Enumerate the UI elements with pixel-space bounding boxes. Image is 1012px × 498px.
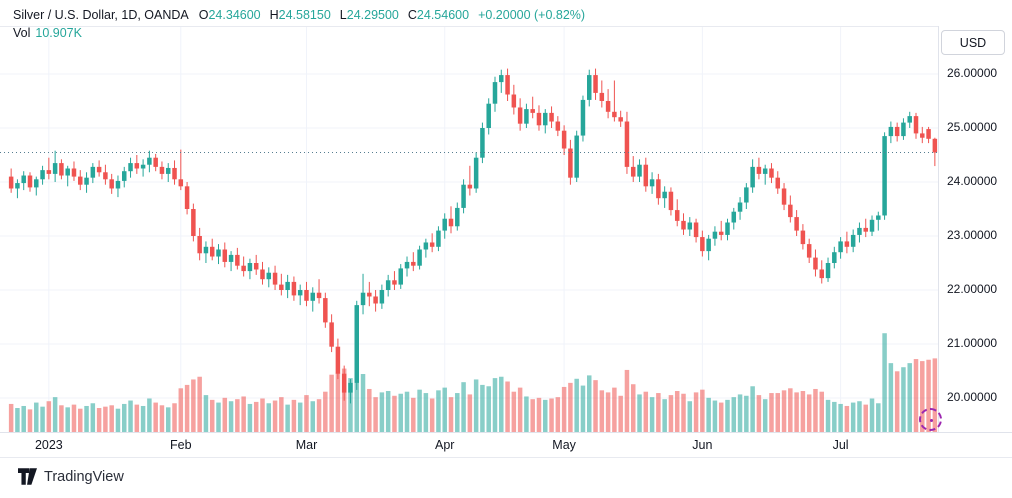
time-axis-label: Feb	[170, 438, 192, 452]
close-value: 24.54600	[416, 8, 470, 22]
time-axis-label: Mar	[295, 438, 318, 452]
volume-legend: Vol 10.907K	[13, 26, 82, 40]
time-axis-label: 2023	[34, 438, 63, 452]
annotation-circle-marker	[919, 408, 942, 431]
time-axis-label: Jun	[692, 438, 713, 452]
volume-value: 10.907K	[35, 26, 82, 40]
chart-area[interactable]	[0, 26, 1012, 433]
time-axis-label: Apr	[434, 438, 455, 452]
tradingview-logo-icon	[18, 468, 37, 485]
close-label: C	[407, 8, 417, 22]
high-value: 24.58150	[278, 8, 331, 22]
brand-name: TradingView	[44, 468, 124, 485]
price-axis-label: 26.00000	[947, 66, 998, 80]
price-axis-label: 23.00000	[947, 228, 998, 242]
price-axis-label: 24.00000	[947, 174, 998, 188]
price-axis-label: 20.00000	[947, 390, 998, 404]
volume-label: Vol	[13, 26, 31, 40]
time-axis[interactable]: 2023 Feb Mar Apr May Jun Jul	[0, 432, 1012, 458]
open-label: O	[198, 8, 209, 22]
chart-legend: Silver / U.S. Dollar, 1D, OANDA O24.34600…	[13, 8, 585, 22]
high-label: H	[269, 8, 279, 22]
time-axis-label: May	[552, 438, 576, 452]
attribution[interactable]: TradingView	[18, 468, 124, 485]
price-axis-label: 25.00000	[947, 120, 998, 134]
price-axis[interactable]: 26.00000 25.00000 24.00000 23.00000 22.00000…	[938, 26, 1012, 432]
open-value: 24.34600	[208, 8, 261, 22]
change-value: +0.20000 (+0.82%)	[478, 8, 586, 22]
price-axis-label: 21.00000	[947, 336, 998, 350]
price-axis-label: 22.00000	[947, 282, 998, 296]
low-value: 24.29500	[346, 8, 399, 22]
currency-button[interactable]: USD	[941, 30, 1005, 55]
candlestick-chart[interactable]	[0, 27, 938, 433]
symbol-title[interactable]: Silver / U.S. Dollar, 1D, OANDA	[13, 8, 189, 22]
time-axis-label: Jul	[832, 438, 849, 452]
low-label: L	[339, 8, 347, 22]
